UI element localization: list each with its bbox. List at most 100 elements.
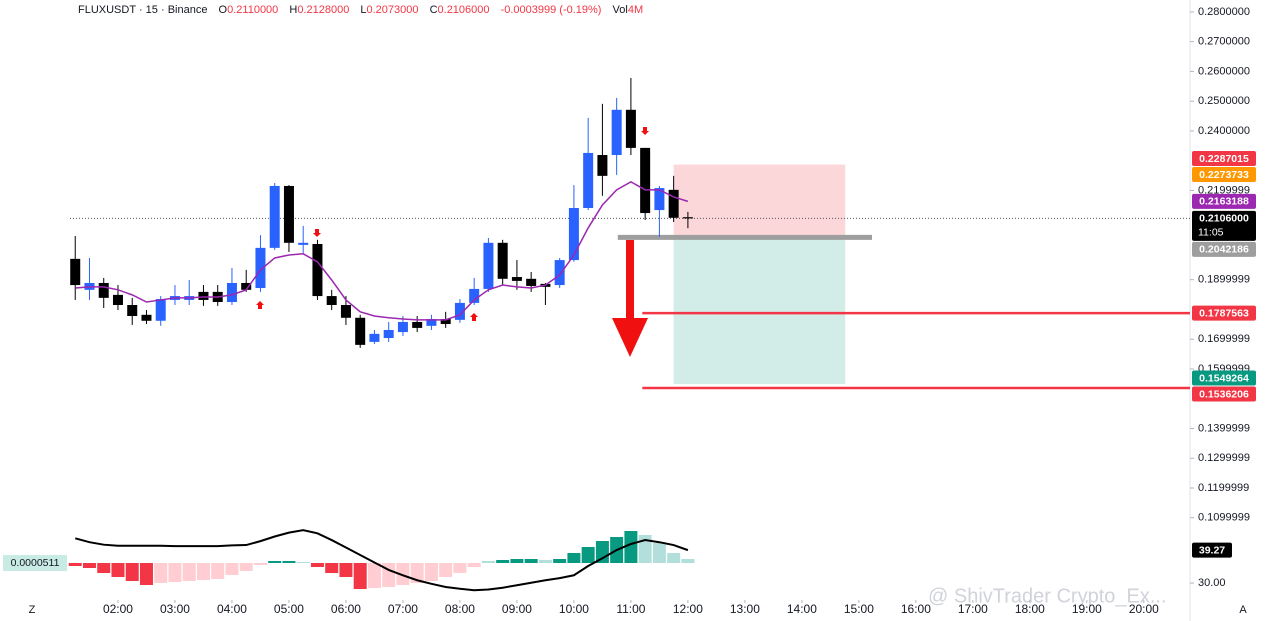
x-tick-label: 18:00: [1015, 602, 1045, 616]
signal-marker: [641, 127, 649, 135]
price-badge-label: 0.2287015: [1199, 153, 1249, 165]
ohlc-label: O: [218, 4, 228, 16]
x-tick-label: 05:00: [274, 602, 304, 616]
candle-body: [654, 188, 665, 211]
x-tick-label: 03:00: [160, 602, 190, 616]
histogram-bar: [111, 563, 125, 577]
price-badge: [1192, 241, 1256, 257]
candle-body: [369, 333, 380, 342]
x-tick-label: 14:00: [787, 602, 817, 616]
candle-body: [198, 291, 209, 300]
histogram-bar: [638, 535, 652, 563]
y-tick-label: 0.2199999: [1198, 184, 1250, 196]
histogram-bar: [211, 563, 225, 579]
histogram-bar: [282, 561, 296, 563]
candle-body: [226, 282, 237, 303]
signal-marker: [313, 229, 321, 237]
candle-body: [640, 147, 651, 214]
candle-body: [625, 109, 636, 148]
x-tick-label: 15:00: [844, 602, 874, 616]
histogram-bar: [253, 563, 267, 565]
x-tick-label: 13:00: [730, 602, 760, 616]
histogram-bar: [595, 541, 609, 563]
corner-button[interactable]: Z: [29, 604, 36, 616]
histogram-bar: [82, 563, 96, 568]
histogram-bar: [681, 559, 695, 563]
separator: ·: [138, 4, 143, 16]
oscillator-badge: [1192, 542, 1232, 558]
ohlc-label: L: [360, 4, 367, 16]
y-tick-label: 0.1399999: [1198, 422, 1250, 434]
price-badge: [1192, 305, 1256, 321]
histogram-bar: [125, 563, 139, 581]
candle-body: [241, 282, 252, 290]
candle-body: [568, 207, 579, 261]
histogram-bar: [68, 563, 82, 566]
ohlc-value: 0.2110000: [227, 4, 279, 16]
x-tick-label: 12:00: [673, 602, 703, 616]
histogram-bar: [168, 563, 182, 582]
histogram-bar: [410, 563, 424, 583]
histogram-bar: [538, 560, 552, 563]
x-tick-label: 11:00: [616, 602, 645, 616]
candle-body: [426, 318, 437, 326]
price-badge-label: 0.2163188: [1199, 196, 1249, 208]
price-badge-label: 0.1787563: [1199, 307, 1249, 319]
moving-average: [75, 180, 689, 321]
y-tick-label: 0.1299999: [1198, 452, 1250, 464]
candle-body: [383, 329, 394, 339]
y-tick-label: 0.2800000: [1198, 6, 1250, 18]
arrow-head: [612, 318, 648, 357]
watermark: @ ShivTrader Crypto_Ex...: [928, 585, 1167, 607]
histogram-bar: [154, 563, 168, 583]
exchange: Binance: [167, 4, 208, 16]
histogram-bar: [553, 559, 567, 563]
candle-body: [526, 278, 537, 286]
candle-body: [682, 217, 693, 219]
candle-body: [112, 294, 123, 305]
candle-body: [269, 185, 280, 248]
price-badge-label: 0.2106000: [1199, 213, 1249, 225]
x-tick-label: 20:00: [1129, 602, 1159, 616]
ohlc-label: C: [429, 4, 438, 16]
x-tick-label: 07:00: [388, 602, 418, 616]
price-badge-label: 0.2042186: [1199, 244, 1249, 256]
histogram-bar: [353, 563, 367, 589]
candle-body: [454, 302, 465, 320]
y-tick-label: 0.2600000: [1198, 65, 1250, 77]
y-tick-label: 0.2700000: [1198, 36, 1250, 48]
histogram-bar: [97, 563, 111, 573]
ohlc-value: 0.2073000: [366, 4, 419, 16]
histogram-bar: [567, 553, 581, 563]
candle-body: [611, 109, 622, 156]
histogram-bar: [310, 563, 324, 567]
y-tick-label: 0.2400000: [1198, 125, 1250, 137]
volume-label: Vol: [612, 4, 628, 16]
stop-zone: [673, 164, 846, 238]
candle-body: [497, 242, 508, 279]
volume-value: 4M: [627, 4, 644, 16]
price-badge: [1192, 151, 1256, 167]
price-badge-label: 0.2273733: [1199, 169, 1249, 181]
x-tick-label: 17:00: [958, 602, 988, 616]
histogram-bar: [496, 560, 510, 563]
price-badge: [1192, 210, 1256, 241]
histogram-bar: [367, 563, 381, 588]
histogram-bar: [182, 563, 196, 581]
histogram-bar: [667, 553, 681, 563]
histogram-bar: [225, 563, 239, 575]
candle-body: [668, 189, 679, 218]
y-tick-label: 0.1899999: [1198, 274, 1250, 286]
histogram-bar: [481, 561, 495, 563]
price-badge-label: 0.1536206: [1199, 388, 1249, 400]
histogram-bar: [139, 563, 153, 585]
corner-button[interactable]: A: [1239, 604, 1247, 616]
candle-body: [326, 296, 337, 305]
histogram-bar: [453, 563, 467, 573]
x-tick-label: 08:00: [445, 602, 475, 616]
separator: ·: [160, 4, 165, 16]
signal-marker: [470, 313, 478, 321]
candle-body: [469, 288, 480, 303]
candle-body: [554, 260, 565, 286]
candle-body: [483, 242, 494, 289]
